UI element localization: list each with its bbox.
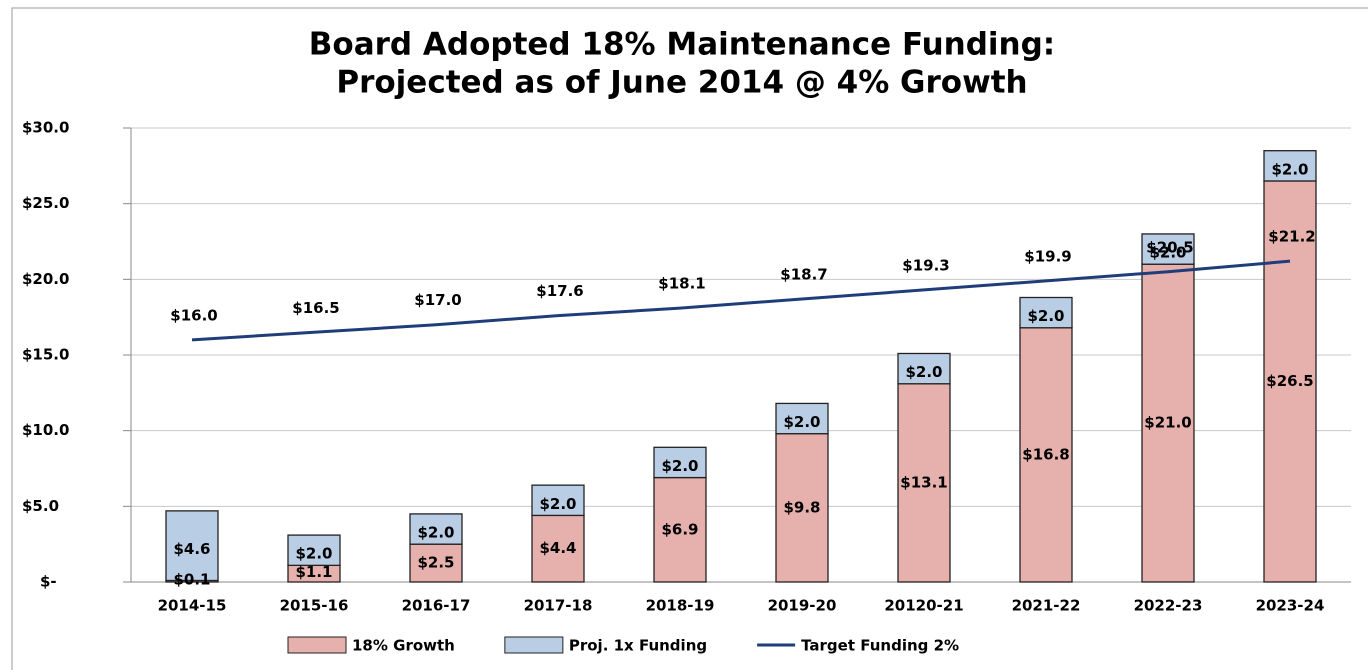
data-label: $13.1: [900, 473, 947, 491]
x-tick-label: 2023-24: [1256, 597, 1325, 615]
data-label: $2.0: [417, 524, 454, 542]
data-label: $21.0: [1144, 414, 1191, 432]
x-tick-label: 2019-20: [768, 597, 837, 615]
bar-segment: [1263, 150, 1317, 182]
chart-title: Projected as of June 2014 @ 4% Growth: [336, 65, 1027, 101]
data-label: $16.8: [1022, 445, 1069, 463]
data-label: $26.5: [1266, 372, 1313, 390]
data-label: $2.0: [539, 495, 576, 513]
bar-segment: [775, 433, 829, 583]
data-label: $17.0: [414, 291, 461, 309]
legend-swatch: [504, 636, 564, 654]
bar-segment: [775, 402, 829, 435]
data-label: $19.3: [902, 256, 949, 274]
bar-segment: [897, 352, 951, 385]
x-tick-label: 20120-21: [884, 597, 963, 615]
y-tick-label: $15.0: [22, 346, 69, 364]
bar-segment: [1141, 233, 1195, 265]
data-label: $2.0: [1149, 244, 1186, 262]
y-tick-label: $30.0: [22, 119, 69, 137]
data-label: $0.1: [173, 571, 210, 589]
data-label: $2.0: [783, 413, 820, 431]
bar-segment: [653, 476, 707, 583]
data-label: $20.5: [1146, 238, 1193, 256]
y-tick-label: $5.0: [22, 497, 59, 515]
bar-segment: [531, 484, 585, 517]
data-label: $1.1: [295, 563, 332, 581]
bar-segment: [897, 383, 951, 583]
data-label: $4.4: [539, 539, 576, 557]
data-label: $19.9: [1024, 247, 1071, 265]
bar-segment: [653, 446, 707, 479]
legend-label: 18% Growth: [352, 637, 455, 655]
data-label: $2.0: [905, 363, 942, 381]
legend-label: Target Funding 2%: [801, 637, 959, 655]
bar-segment: [1263, 180, 1317, 583]
data-label: $18.1: [658, 275, 705, 293]
x-tick-label: 2017-18: [524, 597, 593, 615]
data-label: $4.6: [173, 540, 210, 558]
bar-segment: [1141, 263, 1195, 583]
x-tick-label: 2016-17: [402, 597, 471, 615]
data-label: $17.6: [536, 282, 583, 300]
data-label: $2.0: [1027, 307, 1064, 325]
data-label: $2.0: [295, 545, 332, 563]
y-tick-label: $20.0: [22, 270, 69, 288]
bar-segment: [531, 514, 585, 583]
data-label: $18.7: [780, 266, 827, 284]
data-label: $16.0: [170, 306, 217, 324]
legend-swatch: [287, 636, 347, 654]
bar-segment: [1019, 296, 1073, 329]
y-tick-label: $10.0: [22, 421, 69, 439]
chart-title: Board Adopted 18% Maintenance Funding:: [309, 27, 1055, 63]
data-label: $6.9: [661, 520, 698, 538]
bar-segment: [409, 543, 463, 583]
bar-segment: [165, 510, 219, 582]
data-label: $21.2: [1268, 228, 1315, 246]
data-label: $9.8: [783, 498, 820, 516]
data-label: $16.5: [292, 299, 339, 317]
y-tick-label: $25.0: [22, 194, 69, 212]
data-label: $2.0: [661, 457, 698, 475]
x-tick-label: 2018-19: [646, 597, 715, 615]
data-label: $2.0: [1271, 160, 1308, 178]
line-series: [191, 259, 1291, 342]
chart-frame: [11, 7, 1368, 670]
x-tick-label: 2015-16: [280, 597, 349, 615]
y-tick-label: $-: [40, 573, 57, 591]
x-tick-label: 2022-23: [1134, 597, 1203, 615]
bar-segment: [287, 534, 341, 567]
bar-segment: [1019, 327, 1073, 583]
data-label: $2.5: [417, 554, 454, 572]
x-tick-label: 2021-22: [1012, 597, 1081, 615]
x-tick-label: 2014-15: [158, 597, 227, 615]
bar-segment: [409, 513, 463, 545]
legend-label: Proj. 1x Funding: [569, 637, 707, 655]
